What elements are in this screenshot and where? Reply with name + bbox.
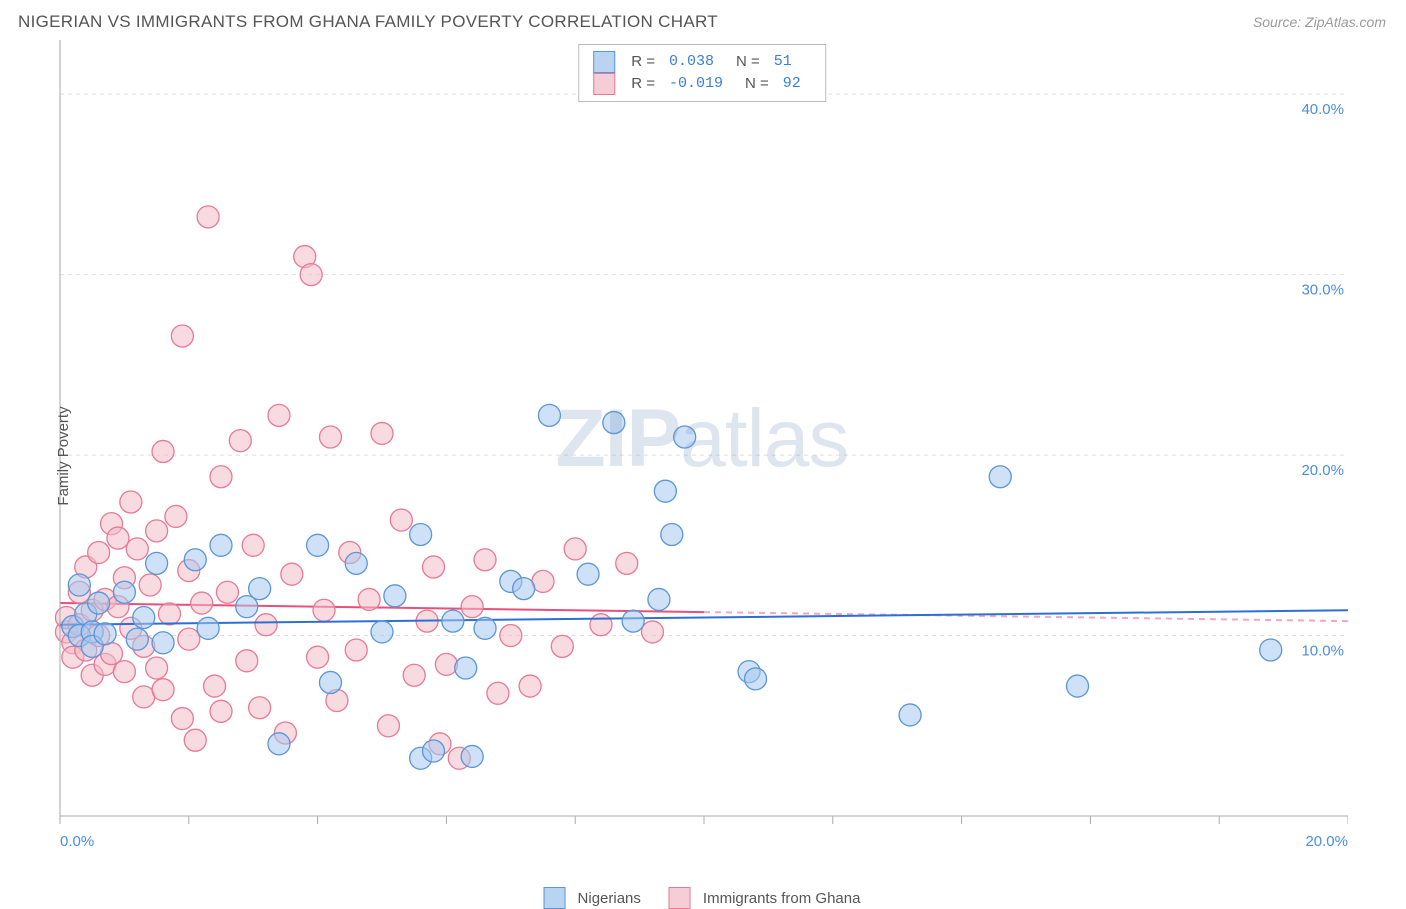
svg-text:20.0%: 20.0%: [1301, 462, 1344, 479]
chart-source: Source: ZipAtlas.com: [1253, 14, 1386, 30]
chart-container: Family Poverty ZIPatlas R = 0.038 N = 51…: [18, 40, 1386, 871]
scatter-chart: 10.0% 20.0% 30.0% 40.0% 0.0% 20.0%: [18, 40, 1348, 866]
svg-text:10.0%: 10.0%: [1301, 643, 1344, 660]
n-label-2: N =: [745, 73, 769, 95]
legend-label-1: Nigerians: [578, 890, 641, 907]
r-value-2: -0.019: [669, 73, 723, 95]
n-label-1: N =: [736, 51, 760, 73]
n-value-1: 51: [774, 51, 792, 73]
stats-legend: R = 0.038 N = 51 R = -0.019 N = 92: [578, 44, 826, 102]
stats-row-2: R = -0.019 N = 92: [593, 73, 811, 95]
svg-text:0.0%: 0.0%: [60, 833, 94, 850]
stats-row-1: R = 0.038 N = 51: [593, 51, 811, 73]
n-value-2: 92: [783, 73, 801, 95]
svg-text:30.0%: 30.0%: [1301, 282, 1344, 299]
r-label-1: R =: [631, 51, 655, 73]
legend-swatch-pink: [669, 887, 691, 909]
legend-item-2: Immigrants from Ghana: [669, 887, 861, 909]
chart-title: NIGERIAN VS IMMIGRANTS FROM GHANA FAMILY…: [18, 12, 718, 32]
r-label-2: R =: [631, 73, 655, 95]
legend-label-2: Immigrants from Ghana: [703, 890, 861, 907]
legend-item-1: Nigerians: [544, 887, 641, 909]
chart-header: NIGERIAN VS IMMIGRANTS FROM GHANA FAMILY…: [0, 0, 1406, 40]
r-value-1: 0.038: [669, 51, 714, 73]
legend-swatch-blue: [544, 887, 566, 909]
swatch-blue: [593, 51, 615, 73]
swatch-pink: [593, 73, 615, 95]
svg-text:40.0%: 40.0%: [1301, 101, 1344, 118]
series-legend: Nigerians Immigrants from Ghana: [544, 887, 861, 909]
y-axis-label: Family Poverty: [55, 406, 72, 505]
svg-text:20.0%: 20.0%: [1305, 833, 1348, 850]
